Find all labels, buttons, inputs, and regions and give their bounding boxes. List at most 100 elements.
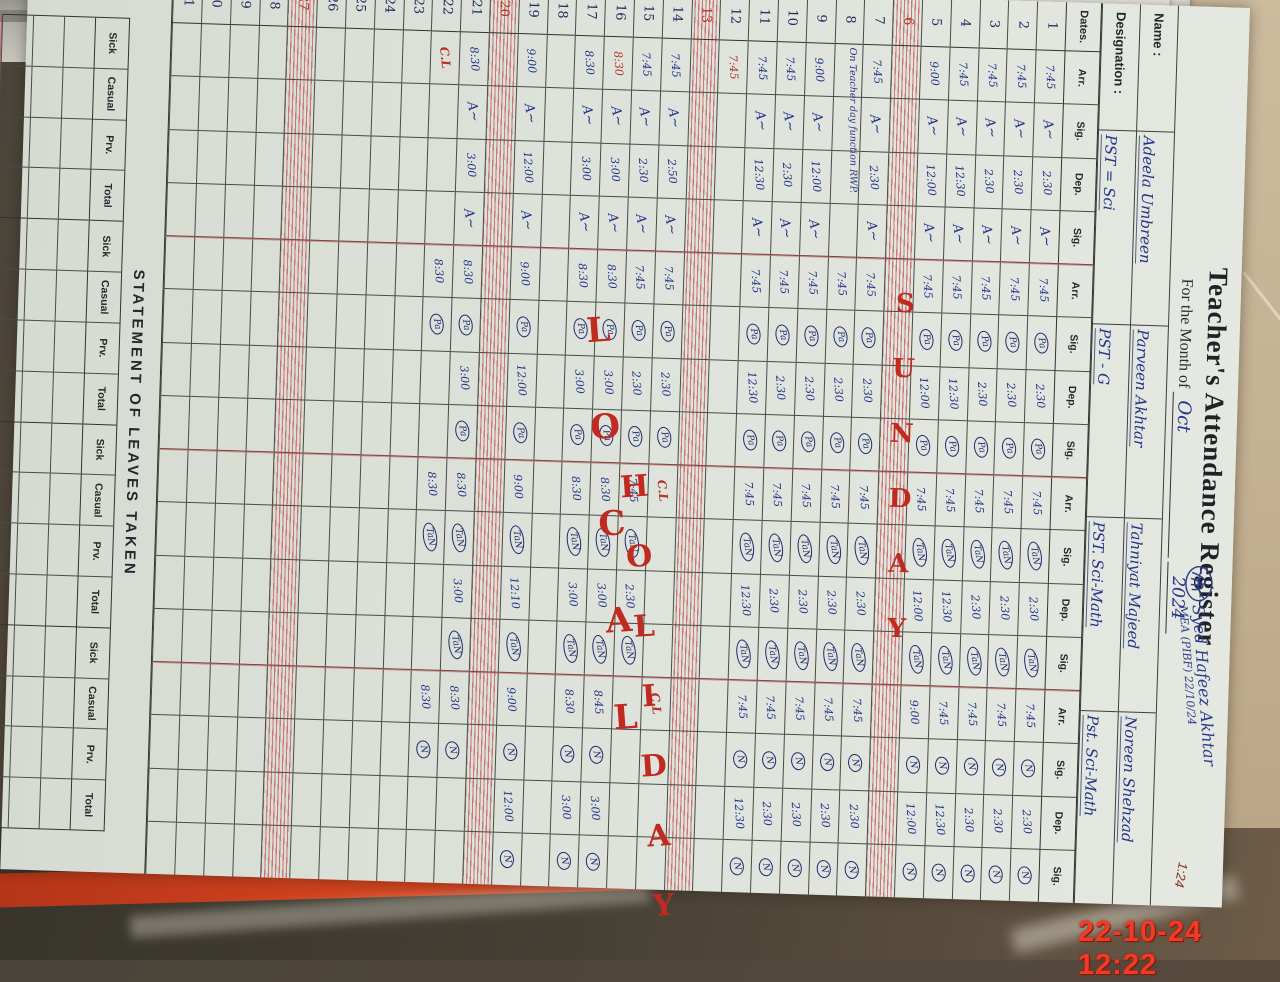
attendance-cell: TaN <box>441 616 471 671</box>
attendance-cell <box>530 512 561 568</box>
attendance-cell: 7:45 <box>776 41 806 96</box>
time-entry: 2:30 <box>866 165 881 191</box>
attendance-cell: N <box>491 831 522 886</box>
circled-initials-signature: TaN <box>795 533 814 564</box>
attendance-cell <box>887 151 918 206</box>
attendance-cell: 2:30 <box>628 143 659 198</box>
attendance-cell <box>222 236 252 291</box>
circled-initials-signature: N <box>732 749 749 770</box>
time-entry: 2:30 <box>990 808 1005 834</box>
attendance-cell: 2:30 <box>1011 794 1042 849</box>
time-entry: 12:30 <box>932 803 948 836</box>
attendance-cell <box>224 183 254 238</box>
attendance-cell: 3:00 <box>579 780 610 835</box>
circled-initials-signature: Pa <box>658 319 676 343</box>
attendance-cell: 3:00 <box>551 779 581 835</box>
attendance-cell: 2:30 <box>852 363 882 418</box>
attendance-cell: A∼ <box>774 94 804 149</box>
statement-empty-cell <box>26 217 59 270</box>
time-entry: 7:45 <box>754 55 770 81</box>
time-entry: 8:30 <box>446 684 462 711</box>
time-entry: 2:30 <box>961 807 977 833</box>
signature-flourish: A∼ <box>1038 118 1058 142</box>
attendance-cell: 2:30 <box>996 367 1026 422</box>
attendance-cell: 2:30 <box>974 153 1004 209</box>
attendance-cell <box>329 506 359 561</box>
attendance-cell: 7:45 <box>756 679 786 734</box>
attendance-cell: N <box>722 838 752 893</box>
attendance-cell <box>332 400 363 455</box>
time-entry: 7:45 <box>741 480 756 507</box>
attendance-cell <box>193 235 224 291</box>
date-number-cell: 30 <box>202 0 231 24</box>
attendance-cell: N <box>1010 847 1040 902</box>
attendance-cell <box>324 666 354 721</box>
statement-empty-cell <box>59 168 91 220</box>
attendance-cell: 2:30 <box>752 786 783 841</box>
attendance-cell <box>276 345 307 400</box>
attendance-cell: 9:00 <box>496 671 527 726</box>
attendance-cell <box>696 731 727 786</box>
attendance-cell: 9:00 <box>899 684 930 739</box>
attendance-cell: N <box>408 722 439 777</box>
time-entry: 2:30 <box>658 371 673 398</box>
signature-flourish: A∼ <box>459 207 479 230</box>
attendance-cell <box>290 825 320 880</box>
time-entry: 7:45 <box>633 264 648 290</box>
attendance-cell <box>209 662 239 717</box>
attendance-cell <box>401 29 432 84</box>
date-number-cell: 13 <box>698 6 714 24</box>
date-number-cell: 25 <box>352 0 369 13</box>
teacher-designation-cell: PST = Sci <box>1093 129 1137 324</box>
time-entry: 9:00 <box>524 47 539 74</box>
statement-empty-cell <box>47 523 80 576</box>
attendance-cell: 2:30 <box>794 361 825 416</box>
statement-empty-cell <box>24 268 57 321</box>
attendance-cell: TaN <box>761 520 791 575</box>
statement-empty-cell <box>0 775 10 828</box>
date-number-cell: 14 <box>669 5 686 23</box>
time-entry: 2:30 <box>859 378 875 404</box>
column-header-cell: Sig. <box>1055 316 1092 371</box>
attendance-cell: 8:30 <box>554 673 584 728</box>
column-header-cell: Sig. <box>1042 742 1078 797</box>
time-entry: 7:45 <box>863 271 878 298</box>
circled-initials-signature: N <box>728 856 746 877</box>
month-value-handwritten: Oct <box>1172 400 1195 433</box>
date-number-cell: 8 <box>842 15 858 24</box>
date-number-cell: 22 <box>439 0 455 16</box>
marker-letter: D <box>639 747 669 785</box>
attendance-cell <box>246 397 276 452</box>
attendance-cell: N <box>952 845 982 900</box>
attendance-cell <box>349 773 380 828</box>
time-entry: 3:00 <box>450 578 465 604</box>
column-header-cell: Arr. <box>1057 263 1093 318</box>
attendance-cell <box>703 518 733 573</box>
attendance-cell <box>478 351 508 406</box>
signature-flourish: A∼ <box>575 210 594 234</box>
attendance-cell <box>673 570 703 625</box>
time-entry: 2:30 <box>981 168 997 195</box>
time-entry: 7:45 <box>792 695 807 722</box>
attendance-cell <box>710 305 740 360</box>
statement-header-cell: Casual <box>80 473 116 526</box>
teacher-name-cell: Parveen Akhtar <box>1124 323 1168 519</box>
attendance-cell <box>706 411 737 467</box>
attendance-cell: A∼ <box>630 89 660 144</box>
time-entry: 7:45 <box>668 52 683 78</box>
attendance-cell <box>386 508 417 563</box>
circled-initials-signature: N <box>958 863 976 884</box>
attendance-cell <box>293 718 324 773</box>
attendance-cell <box>396 189 427 244</box>
attendance-cell: N <box>779 840 810 895</box>
statement-empty-cell <box>0 64 32 117</box>
date-number-cell: 4 <box>957 18 973 28</box>
circled-initials-signature: N <box>962 757 979 777</box>
designation-label: Designation : <box>1111 11 1129 95</box>
attendance-cell: 12:00 <box>507 352 537 407</box>
attendance-cell <box>425 189 456 245</box>
circled-initials-signature: N <box>843 859 861 880</box>
circled-initials-signature: Pa <box>655 426 673 450</box>
time-entry: 12:00 <box>514 363 530 397</box>
attendance-cell <box>391 348 422 403</box>
